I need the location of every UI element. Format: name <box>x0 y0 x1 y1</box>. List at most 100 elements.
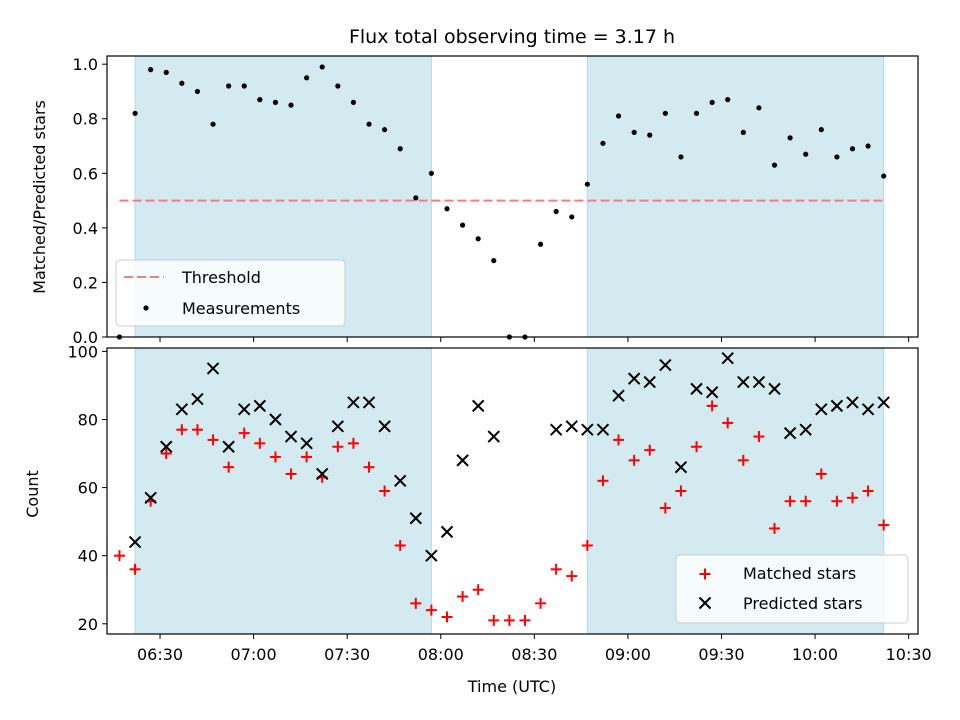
x-tick-label: 09:00 <box>605 645 651 664</box>
measurement-point <box>335 83 341 89</box>
x-marker-b <box>362 396 376 409</box>
x-tick-label: 08:30 <box>511 645 557 664</box>
x-marker-b <box>128 535 142 549</box>
predicted-star-point <box>253 399 267 413</box>
ratio-axes: 0.0 0.2 0.4 0.6 0.8 1.0 <box>73 55 919 347</box>
predicted-star-point <box>549 423 563 436</box>
measurement-point <box>553 208 559 215</box>
matched-star-point <box>363 461 375 473</box>
x-marker-b <box>206 362 220 375</box>
matched-star-point <box>831 495 843 507</box>
y-tick-label: 40 <box>78 547 98 566</box>
x-marker-b <box>705 386 719 399</box>
x-marker-b <box>877 396 890 409</box>
predicted-star-point <box>347 396 360 409</box>
measurement-point <box>740 129 746 135</box>
matched-star-point <box>488 614 500 626</box>
measurement-point <box>179 80 185 86</box>
predicted-star-point <box>269 413 282 426</box>
y-tick-label: 60 <box>78 479 98 498</box>
predicted-star-point <box>175 403 189 416</box>
predicted-star-point <box>815 403 828 416</box>
measurement-point <box>475 236 481 242</box>
measurement-point <box>787 135 793 141</box>
predicted-star-point <box>440 525 454 539</box>
matched-star-point <box>238 427 250 439</box>
measurement-point <box>709 99 715 105</box>
y-tick-label: 0.2 <box>73 273 98 292</box>
x-marker-b <box>347 396 360 409</box>
x-marker-b <box>815 403 828 416</box>
matched-star-point <box>332 441 344 453</box>
matched-star-point <box>301 451 313 463</box>
matched-star-point <box>878 519 890 531</box>
measurement-point <box>865 143 871 149</box>
measurement-point <box>818 127 824 133</box>
time-axis-label: Time (UTC) <box>467 677 556 696</box>
predicted-star-point <box>331 420 345 433</box>
matched-star-point <box>659 502 671 514</box>
x-marker-b <box>565 420 578 433</box>
matched-star-point <box>379 485 391 497</box>
matched-star-point <box>410 597 422 609</box>
x-marker-b <box>191 392 204 406</box>
measurement-point <box>132 110 138 116</box>
x-marker-b <box>269 413 282 426</box>
chart-title: Flux total observing time = 3.17 h <box>349 26 675 48</box>
x-marker-b <box>160 440 173 453</box>
matched-star-point <box>737 454 749 466</box>
y-tick-label: 0.8 <box>73 110 98 129</box>
measurement-point <box>537 241 544 247</box>
x-marker-b <box>783 426 797 440</box>
matched-star-point <box>223 461 235 473</box>
count-legend: Matched stars Predicted stars <box>675 554 909 624</box>
x-marker-b <box>690 382 703 396</box>
x-marker-b <box>409 512 423 525</box>
predicted-star-point <box>487 430 500 443</box>
x-marker-b <box>175 403 189 416</box>
legend-matched-label: Matched stars <box>743 564 856 583</box>
x-marker-b <box>846 396 859 409</box>
x-marker-b <box>471 399 485 413</box>
axes-frame <box>106 347 919 635</box>
y-tick-label: 0.6 <box>73 164 98 183</box>
matched-star-point <box>160 448 172 460</box>
x-tick-label: 07:00 <box>231 645 277 664</box>
measurement-point <box>615 113 622 119</box>
x-marker-b <box>596 423 610 436</box>
ratio-panel: 0.0 0.2 0.4 0.6 0.8 1.0 Flux total observing … <box>30 26 919 347</box>
measurement-points <box>116 64 887 340</box>
x-marker-b <box>549 423 563 436</box>
predicted-star-point <box>752 375 766 389</box>
x-marker-b <box>253 399 267 413</box>
measurement-point <box>631 129 637 135</box>
x-marker-b <box>222 440 235 453</box>
predicted-star-point <box>565 420 578 433</box>
y-tick-label: 0.0 <box>73 328 98 347</box>
matched-star-point <box>519 614 531 626</box>
matched-star-point <box>550 563 562 575</box>
x-marker-b <box>643 375 656 389</box>
x-marker-b <box>737 375 750 389</box>
predicted-star-point <box>690 382 703 396</box>
matched-star-point <box>753 431 765 443</box>
measurement-point <box>226 83 232 89</box>
matched-star-point <box>800 495 812 507</box>
measurement-point <box>647 132 653 138</box>
predicted-star-point <box>144 491 157 505</box>
measurement-point <box>506 334 512 340</box>
predicted-star-point <box>627 372 641 385</box>
measurement-point <box>693 110 700 116</box>
predicted-star-point <box>830 399 844 413</box>
predicted-star-point <box>861 403 875 416</box>
count-axes: 20 40 60 80 100 06:30 07:00 07:30 08:00 08:30 09:0… <box>67 342 931 664</box>
legend-threshold-label: Threshold <box>181 268 261 287</box>
axes-frame <box>106 55 919 338</box>
measurement-point <box>849 146 856 152</box>
count-axis-label: Count <box>23 470 42 518</box>
matched-star-point <box>566 570 578 582</box>
legend-predicted-swatch <box>698 596 712 610</box>
measurement-point <box>272 99 279 105</box>
predicted-star-point <box>128 535 142 549</box>
